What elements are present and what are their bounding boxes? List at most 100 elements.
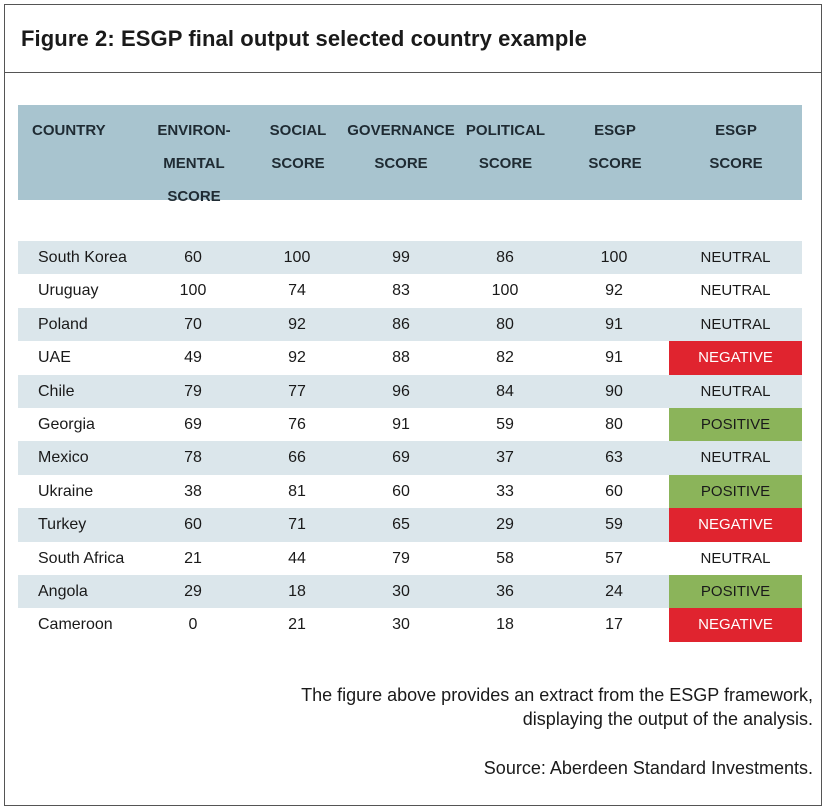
gov-score-cell: 88	[392, 349, 410, 367]
outcome-badge: NEUTRAL	[700, 315, 771, 333]
figure-caption: The figure above provides an extract fro…	[301, 685, 813, 729]
country-cell: Poland	[38, 315, 88, 333]
country-cell: Mexico	[38, 449, 89, 467]
country-cell: Uruguay	[38, 282, 99, 300]
table-row: Turkey 60 71 65 29 59 NEGATIVE	[18, 508, 802, 542]
table-row: South Africa 21 44 79 58 57 NEUTRAL	[18, 542, 802, 575]
gov-score-cell: 79	[392, 549, 410, 567]
pol-score-cell: 29	[496, 516, 514, 534]
env-score-cell: 49	[184, 349, 202, 367]
social-score-cell: 92	[288, 315, 306, 333]
gov-score-cell: 30	[392, 616, 410, 634]
pol-score-cell: 100	[491, 282, 519, 300]
country-cell: Angola	[38, 582, 88, 600]
table-body: South Korea 60 100 99 86 100 NEUTRAL Uruguay 100…	[18, 241, 802, 642]
column-header-line: SCORE	[709, 155, 763, 172]
column-header-line: SCORE	[271, 155, 325, 172]
column-header: COUNTRY	[32, 114, 122, 147]
pol-score-cell: 82	[496, 349, 514, 367]
outcome-badge: POSITIVE	[669, 574, 802, 609]
table-row: South Korea 60 100 99 86 100 NEUTRAL	[18, 241, 802, 275]
esgp-score-cell: 60	[605, 482, 623, 500]
column-header-line: SCORE	[374, 155, 428, 172]
esgp-score-cell: 59	[605, 516, 623, 534]
table-header: COUNTRY ENVIRON- MENTAL SCORE SOCIAL SCORE GOV…	[18, 105, 802, 205]
outcome-badge: NEUTRAL	[700, 449, 771, 467]
country-cell: South Africa	[38, 549, 125, 567]
pol-score-cell: 84	[496, 382, 514, 400]
pol-score-cell: 58	[496, 549, 514, 567]
column-header: SOCIAL SCORE	[258, 114, 338, 180]
table-row: Mexico 78 66 69 37 63 NEUTRAL	[18, 441, 802, 475]
country-cell: Cameroon	[38, 616, 113, 634]
country-cell: Georgia	[38, 415, 95, 433]
social-score-cell: 44	[288, 549, 306, 567]
social-score-cell: 21	[288, 616, 306, 634]
gov-score-cell: 65	[392, 516, 410, 534]
esgp-score-cell: 57	[605, 549, 623, 567]
column-header: ESGP SCORE	[570, 114, 660, 180]
column-header: ESGP SCORE	[686, 114, 786, 180]
env-score-cell: 60	[184, 516, 202, 534]
outcome-badge: NEGATIVE	[669, 341, 802, 375]
social-score-cell: 66	[288, 449, 306, 467]
env-score-cell: 100	[179, 282, 207, 300]
gov-score-cell: 83	[392, 282, 410, 300]
column-header-line: POLITICAL	[465, 122, 546, 139]
column-header-line: SCORE	[588, 155, 642, 172]
country-cell: Chile	[38, 382, 75, 400]
table-row: Georgia 69 76 91 59 80 POSITIVE	[18, 407, 802, 442]
esgp-table: COUNTRY ENVIRON- MENTAL SCORE SOCIAL SCORE GOV…	[18, 105, 802, 642]
env-score-cell: 29	[184, 582, 202, 600]
table-row: Uruguay 100 74 83 100 92 NEUTRAL	[18, 274, 802, 307]
outcome-badge: NEGATIVE	[669, 608, 802, 642]
country-cell: Turkey	[38, 516, 87, 534]
column-header-line: SCORE	[167, 188, 221, 205]
outcome-badge: NEUTRAL	[700, 249, 771, 266]
env-score-cell: 21	[184, 549, 202, 567]
country-cell: Ukraine	[38, 482, 94, 500]
column-header: ENVIRON- MENTAL SCORE	[144, 114, 244, 213]
social-score-cell: 74	[288, 282, 306, 300]
esgp-score-cell: 91	[605, 315, 623, 333]
pol-score-cell: 36	[496, 582, 514, 600]
esgp-score-cell: 80	[605, 415, 623, 433]
figure-source: Source: Aberdeen Standard Investments.	[483, 758, 813, 778]
outcome-badge: NEGATIVE	[669, 508, 802, 542]
gov-score-cell: 60	[392, 482, 410, 500]
env-score-cell: 79	[184, 382, 202, 400]
esgp-score-cell: 100	[600, 249, 628, 266]
social-score-cell: 76	[288, 415, 306, 433]
column-header-line: SCORE	[478, 155, 533, 172]
outcome-badge: NEUTRAL	[700, 382, 771, 400]
social-score-cell: 18	[288, 582, 306, 600]
table-row: Chile 79 77 96 84 90 NEUTRAL	[18, 374, 802, 408]
column-header-line: SOCIAL	[269, 122, 327, 139]
column-header-line: COUNTRY	[32, 122, 106, 139]
table-row: Cameroon 0 21 30 18 17 NEGATIVE	[18, 608, 802, 642]
country-cell: South Korea	[38, 249, 127, 266]
pol-score-cell: 59	[496, 415, 514, 433]
pol-score-cell: 18	[496, 616, 514, 634]
column-header: POLITICAL SCORE	[458, 114, 553, 180]
column-header-line: GOVERNANCE	[347, 122, 455, 139]
outcome-badge: POSITIVE	[669, 474, 802, 509]
gov-score-cell: 91	[392, 415, 410, 433]
social-score-cell: 92	[288, 349, 306, 367]
gov-score-cell: 30	[392, 582, 410, 600]
table-row: Poland 70 92 86 80 91 NEUTRAL	[18, 307, 802, 342]
env-score-cell: 0	[188, 616, 198, 634]
social-score-cell: 77	[288, 382, 306, 400]
esgp-score-cell: 91	[605, 349, 623, 367]
figure-title: Figure 2: ESGP final output selected cou…	[21, 25, 587, 51]
column-header: GOVERNANCE SCORE	[346, 114, 456, 180]
social-score-cell: 81	[288, 482, 306, 500]
gov-score-cell: 86	[392, 315, 410, 333]
pol-score-cell: 80	[496, 315, 514, 333]
title-bar: Figure 2: ESGP final output selected cou…	[5, 5, 821, 73]
table-row: Ukraine 38 81 60 33 60 POSITIVE	[18, 474, 802, 509]
pol-score-cell: 86	[496, 249, 514, 266]
esgp-score-cell: 92	[605, 282, 623, 300]
gov-score-cell: 99	[392, 249, 410, 266]
esgp-score-cell: 63	[605, 449, 623, 467]
